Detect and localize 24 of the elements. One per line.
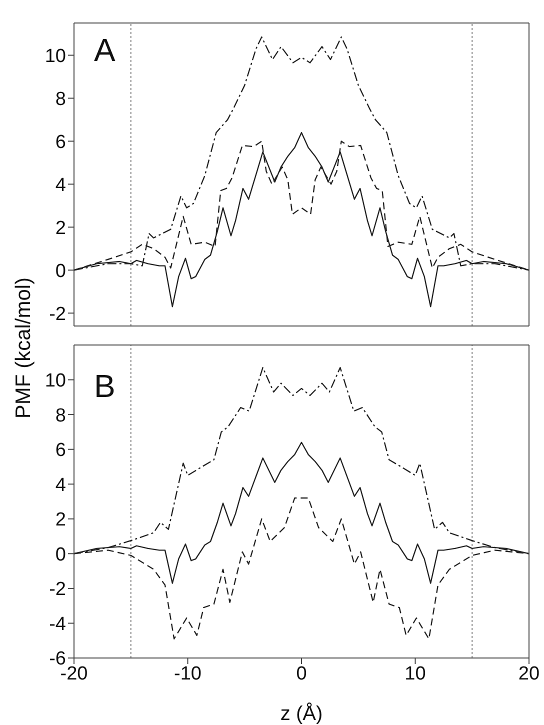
y-tick-label: -2 [49,579,66,600]
y-tick-label: 0 [55,260,66,282]
y-tick-label: 6 [55,440,66,462]
text: B [94,368,116,405]
y-axis-title: PMF (kcal/mol) [12,277,36,419]
y-tick-label: -4 [49,614,66,635]
y-tick-label: 2 [55,218,66,239]
y-tick-label: 8 [55,88,66,110]
y-tick-label: -2 [49,304,66,325]
y-tick-label: 8 [55,405,66,426]
x-axis-title: z (Å) [280,702,323,725]
y-tick-label: 10 [44,370,66,392]
x-tick-label: -10 [174,663,202,684]
x-tick-label: 10 [404,663,426,684]
y-tick-label: 4 [55,174,66,196]
y-tick-label: 6 [55,132,66,153]
x-tick-label: 0 [296,663,307,684]
chart-title: A [94,32,116,69]
y-tick-label: 4 [55,474,66,496]
y-tick-label: -6 [49,648,66,670]
x-tick-label: 20 [518,663,540,684]
y-tick-label: 0 [55,544,66,566]
y-tick-label: 10 [44,46,66,67]
y-tick-label: 2 [55,510,66,531]
